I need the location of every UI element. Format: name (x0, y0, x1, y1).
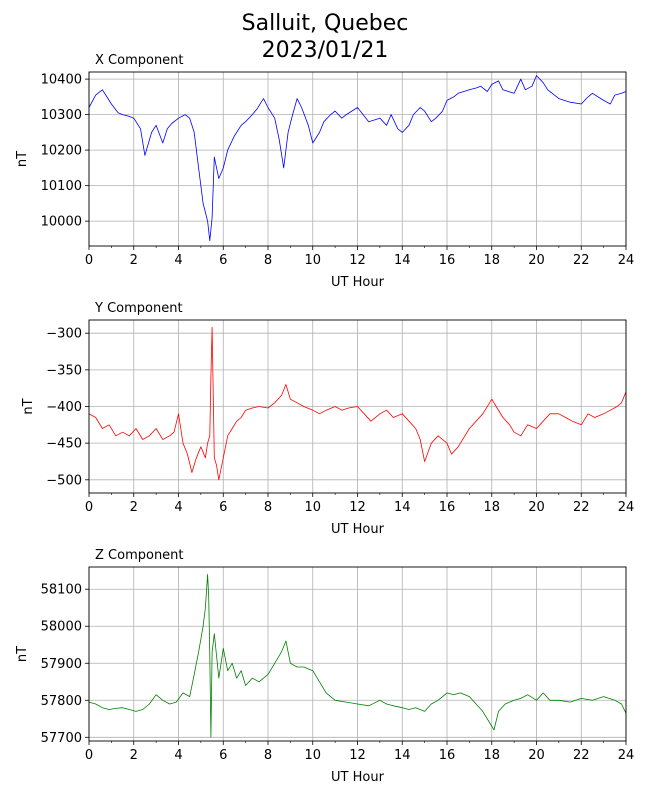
x-tick-label: 0 (85, 253, 93, 268)
y-axis-label: nT (15, 646, 30, 662)
x-tick-label: 2 (130, 253, 138, 268)
x-tick-label: 2 (130, 748, 138, 763)
x-tick-label: 4 (174, 253, 182, 268)
plot-frame (88, 71, 627, 247)
y-tick-label: 10100 (41, 179, 82, 194)
series-line-x (88, 75, 627, 242)
y-tick-label: −350 (46, 363, 82, 378)
x-axis-label: UT Hour (331, 770, 385, 785)
panel-title: X Component (95, 53, 184, 68)
plot-frame (88, 566, 627, 742)
y-tick-label: −450 (46, 437, 82, 452)
x-tick-label: 12 (349, 253, 366, 268)
x-tick-label: 8 (264, 253, 272, 268)
x-tick-label: 8 (264, 500, 272, 515)
x-tick-label: 10 (304, 500, 321, 515)
x-tick-label: 20 (528, 253, 545, 268)
x-tick-label: 6 (219, 500, 227, 515)
x-tick-label: 4 (174, 500, 182, 515)
figure-title: Salluit, Quebec 2023/01/21 (0, 10, 650, 64)
x-tick-label: 14 (394, 500, 411, 515)
x-tick-label: 0 (85, 500, 93, 515)
x-tick-label: 10 (304, 748, 321, 763)
panel-z-component: 0 2 4 6 8 10 12 14 16 18 20 22 245770057800579005800… (15, 548, 634, 785)
y-tick-label: 57700 (41, 731, 82, 746)
x-tick-label: 24 (618, 253, 635, 268)
x-tick-label: 2 (130, 500, 138, 515)
figure-title-station: Salluit, Quebec (241, 11, 409, 36)
x-tick-label: 20 (528, 500, 545, 515)
y-tick-label: 10300 (41, 108, 82, 123)
x-tick-label: 18 (483, 253, 500, 268)
x-tick-label: 8 (264, 748, 272, 763)
x-tick-label: 4 (174, 748, 182, 763)
y-axis-label: nT (15, 151, 30, 167)
y-tick-label: −400 (46, 400, 82, 415)
x-tick-label: 14 (394, 748, 411, 763)
x-tick-label: 22 (573, 253, 590, 268)
plot-frame (88, 319, 627, 494)
x-tick-label: 24 (618, 748, 635, 763)
x-tick-label: 20 (528, 748, 545, 763)
y-tick-label: 57900 (41, 657, 82, 672)
y-tick-label: 57800 (41, 694, 82, 709)
x-tick-label: 12 (349, 500, 366, 515)
x-tick-label: 16 (439, 500, 456, 515)
x-tick-label: 22 (573, 500, 590, 515)
x-axis-label: UT Hour (331, 522, 385, 537)
panel-title: Z Component (95, 548, 184, 563)
x-tick-label: 18 (483, 500, 500, 515)
y-tick-label: 10200 (41, 144, 82, 159)
series-line-z (88, 574, 627, 738)
panel-y-component: 0 2 4 6 8 10 12 14 16 18 20 22 24−300−350−400−450−50… (21, 301, 634, 537)
figure-title-date: 2023/01/21 (261, 38, 389, 63)
x-tick-label: 24 (618, 500, 635, 515)
x-tick-label: 14 (394, 253, 411, 268)
series-line-y (88, 326, 627, 481)
x-tick-label: 18 (483, 748, 500, 763)
y-tick-label: −500 (46, 473, 82, 488)
x-axis-label: UT Hour (331, 275, 385, 290)
y-tick-label: 58100 (41, 583, 82, 598)
x-tick-label: 12 (349, 748, 366, 763)
x-tick-label: 10 (304, 253, 321, 268)
panel-x-component: 0 2 4 6 8 10 12 14 16 18 20 22 241000010100102001030… (15, 53, 634, 290)
y-tick-label: −300 (46, 327, 82, 342)
x-tick-label: 0 (85, 748, 93, 763)
x-tick-label: 22 (573, 748, 590, 763)
y-tick-label: 58000 (41, 620, 82, 635)
x-tick-label: 16 (439, 748, 456, 763)
y-tick-label: 10000 (41, 215, 82, 230)
x-tick-label: 16 (439, 253, 456, 268)
y-tick-label: 10400 (41, 73, 82, 88)
x-tick-label: 6 (219, 748, 227, 763)
x-tick-label: 6 (219, 253, 227, 268)
panel-title: Y Component (94, 301, 183, 316)
y-axis-label: nT (21, 398, 36, 414)
